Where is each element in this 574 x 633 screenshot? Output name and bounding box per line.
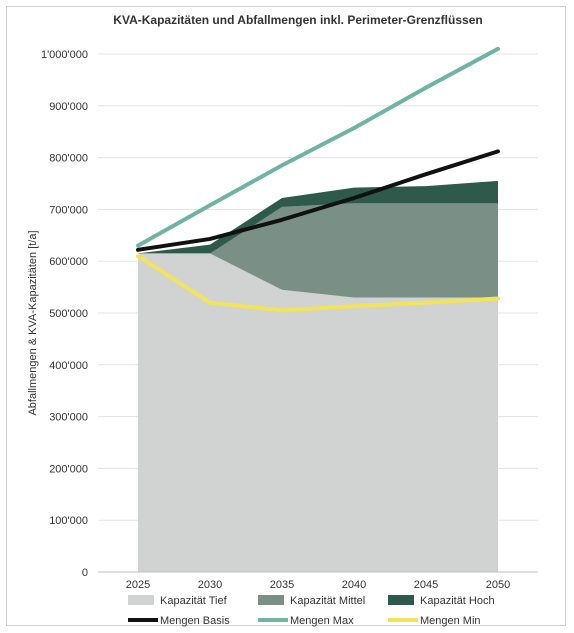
line-mengen-min (136, 254, 500, 313)
x-tick-label: 2035 (270, 579, 294, 591)
y-tick-label: 500'000 (49, 308, 88, 320)
x-tick-label: 2030 (198, 579, 222, 591)
x-tick-label: 2040 (342, 579, 366, 591)
y-tick-label: 300'000 (49, 412, 88, 424)
legend-mengen-min: Mengen Min (388, 615, 481, 627)
legend-mengen-max: Mengen Max (258, 615, 354, 627)
y-tick-label: 100'000 (49, 515, 88, 527)
x-tick-label: 2025 (126, 579, 150, 591)
chart-frame (6, 6, 566, 626)
capacity-areas (138, 180, 498, 572)
y-tick-label: 200'000 (49, 463, 88, 475)
legend-mengen-basis: Mengen Basis (128, 615, 230, 627)
area-kapazit-t-tief (138, 253, 498, 572)
legend-swatch (388, 595, 414, 605)
legend-label: Mengen Basis (160, 615, 230, 627)
y-tick-label: 0 (82, 567, 88, 579)
legend-kapazit-t-mittel: Kapazität Mittel (258, 595, 365, 607)
y-tick-label: 800'000 (49, 153, 88, 165)
legend: Kapazität Tief Kapazität Mittel Kapazität … (128, 595, 495, 627)
legend-label: Kapazität Mittel (290, 595, 365, 607)
quantity-lines (136, 46, 500, 313)
x-tick-label: 2050 (486, 579, 510, 591)
y-axis-label: Abfallmengen & KVA-Kapazitäten [t/a] (27, 230, 39, 415)
y-tick-label: 900'000 (49, 101, 88, 113)
line-mengen-basis (136, 149, 500, 252)
legend-kapazit-t-hoch: Kapazität Hoch (388, 595, 495, 607)
legend-label: Kapazität Hoch (420, 595, 495, 607)
line-mengen-max (136, 46, 500, 248)
legend-label: Mengen Max (290, 615, 354, 627)
legend-swatch (128, 595, 154, 605)
y-axis-ticks: 0 100'000 200'000 300'000 400'000 500'000 600'… (41, 49, 88, 579)
x-tick-label: 2045 (414, 579, 438, 591)
chart-title: KVA-Kapazitäten und Abfallmengen inkl. P… (113, 13, 482, 27)
legend-swatch (258, 595, 284, 605)
y-tick-label: 600'000 (49, 256, 88, 268)
x-axis-ticks: 2025 2030 2035 2040 2045 2050 (126, 579, 510, 591)
legend-kapazit-t-tief: Kapazität Tief (128, 595, 228, 607)
y-tick-label: 1'000'000 (41, 49, 88, 61)
y-tick-label: 700'000 (49, 204, 88, 216)
legend-label: Mengen Min (420, 615, 481, 627)
legend-label: Kapazität Tief (160, 595, 228, 607)
y-tick-label: 400'000 (49, 360, 88, 372)
